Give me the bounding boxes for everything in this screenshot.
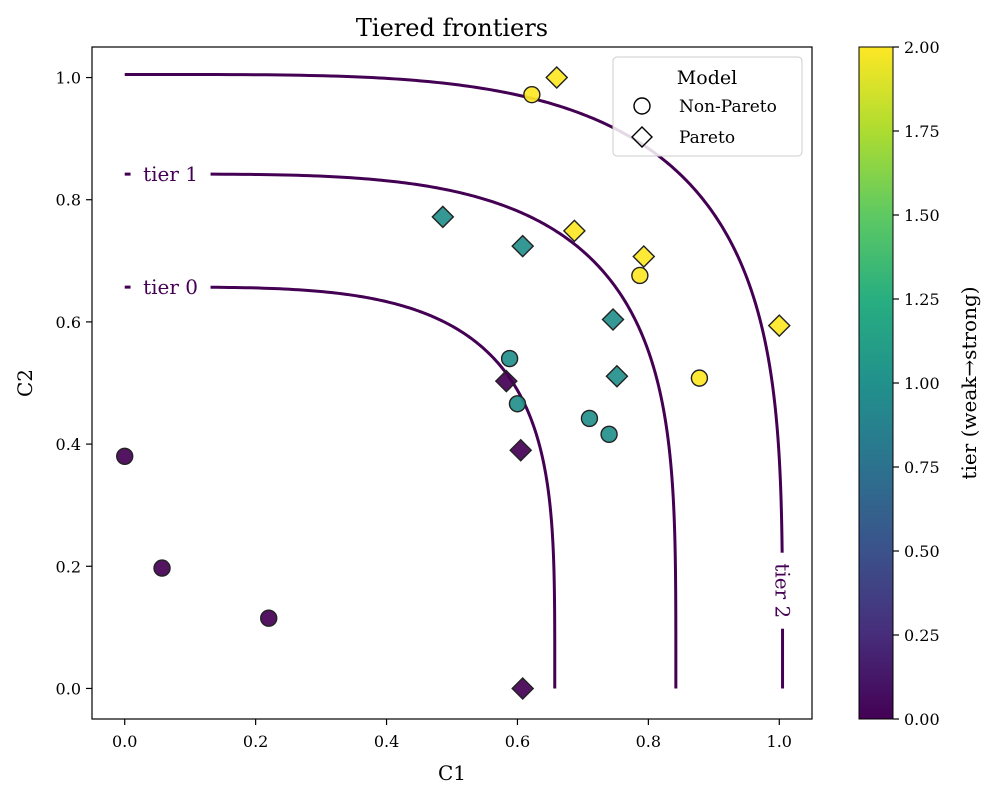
plot-frame (91, 46, 813, 720)
point-non-pareto (600, 425, 618, 444)
legend-diamond-marker (631, 126, 653, 148)
point-non-pareto (580, 409, 599, 428)
frontier-label-bg (130, 162, 211, 187)
point-pareto (767, 314, 791, 338)
colorbar-tick-label: 2.00 (904, 38, 940, 57)
x-axis-label: C1 (438, 761, 466, 785)
colorbar-tick-label: 0.75 (904, 458, 940, 477)
point-pareto (509, 438, 533, 462)
frontier-labels: tier 0 tier 1 tier 2 (130, 162, 795, 629)
x-tick-label: 0.6 (505, 732, 530, 751)
frontier-curve-tier-2 (124, 72, 785, 689)
x-tick-label: 0.4 (374, 732, 399, 751)
point-pareto (494, 369, 518, 393)
y-tick-label: 0.6 (56, 313, 81, 332)
point-pareto (431, 205, 455, 229)
legend-entry-non-pareto: Non-Pareto (679, 97, 777, 117)
colorbar-tick-label: 1.25 (904, 290, 940, 309)
point-non-pareto (260, 609, 278, 627)
colorbar-tick-label: 1.00 (904, 374, 940, 393)
colorbar-tick-label: 0.25 (904, 626, 940, 645)
point-non-pareto (153, 559, 171, 577)
point-non-pareto (508, 395, 527, 413)
legend-circle-marker (633, 97, 651, 115)
frontier-label-tier-2: tier 2 (770, 563, 794, 618)
x-tick-label: 0.8 (636, 732, 661, 751)
colorbar: 0.00 0.25 0.50 0.75 1.00 1.25 1.50 1.75 2.00 tie… (858, 38, 981, 729)
legend-entry-pareto: Pareto (679, 128, 735, 148)
legend-box (612, 56, 803, 157)
y-axis-ticks: 0.0 0.2 0.4 0.6 0.8 1.0 (56, 69, 92, 698)
point-non-pareto (690, 369, 709, 387)
frontier-label-tier-0: tier 0 (143, 275, 198, 299)
point-pareto (601, 307, 625, 331)
colorbar-tick-label: 0.50 (904, 542, 940, 561)
y-tick-label: 0.8 (56, 191, 81, 210)
colorbar-ticks: 0.00 0.25 0.50 0.75 1.00 1.25 1.50 1.75 2.00 (893, 38, 940, 729)
colorbar-label: tier (weak→strong) (957, 286, 981, 479)
x-tick-label: 0.0 (112, 732, 137, 751)
frontier-label-bg (770, 552, 795, 629)
frontier-label-tier-1: tier 1 (143, 162, 198, 186)
y-tick-label: 0.2 (56, 557, 81, 576)
colorbar-gradient (858, 46, 894, 720)
frontier-curve-tier-1 (124, 172, 678, 689)
frontier-label-bg (130, 275, 211, 300)
y-axis-label: C2 (13, 369, 37, 397)
x-tick-label: 0.2 (243, 732, 268, 751)
point-pareto (632, 245, 656, 269)
y-tick-label: 0.0 (56, 679, 81, 698)
y-tick-label: 1.0 (56, 69, 81, 88)
point-pareto (562, 219, 586, 243)
colorbar-tick-label: 0.00 (904, 710, 940, 729)
frontier-curves (124, 72, 785, 689)
point-pareto (605, 364, 629, 388)
point-non-pareto (116, 447, 134, 466)
point-pareto (511, 234, 535, 258)
data-points (116, 66, 791, 700)
colorbar-tick-label: 1.75 (904, 122, 940, 141)
y-tick-label: 0.4 (56, 435, 81, 454)
point-pareto (545, 66, 569, 90)
chart-title: Tiered frontiers (356, 14, 548, 42)
point-non-pareto (500, 349, 519, 368)
legend-title: Model (677, 67, 737, 89)
point-non-pareto (631, 266, 649, 285)
legend: Model Non-Pareto Pareto (612, 56, 803, 157)
colorbar-tick-label: 1.50 (904, 206, 940, 225)
point-non-pareto (523, 85, 541, 104)
frontier-curve-tier-0 (124, 285, 557, 689)
x-tick-label: 1.0 (767, 732, 792, 751)
x-axis-ticks: 0.0 0.2 0.4 0.6 0.8 1.0 (112, 719, 792, 751)
point-pareto (511, 676, 535, 700)
